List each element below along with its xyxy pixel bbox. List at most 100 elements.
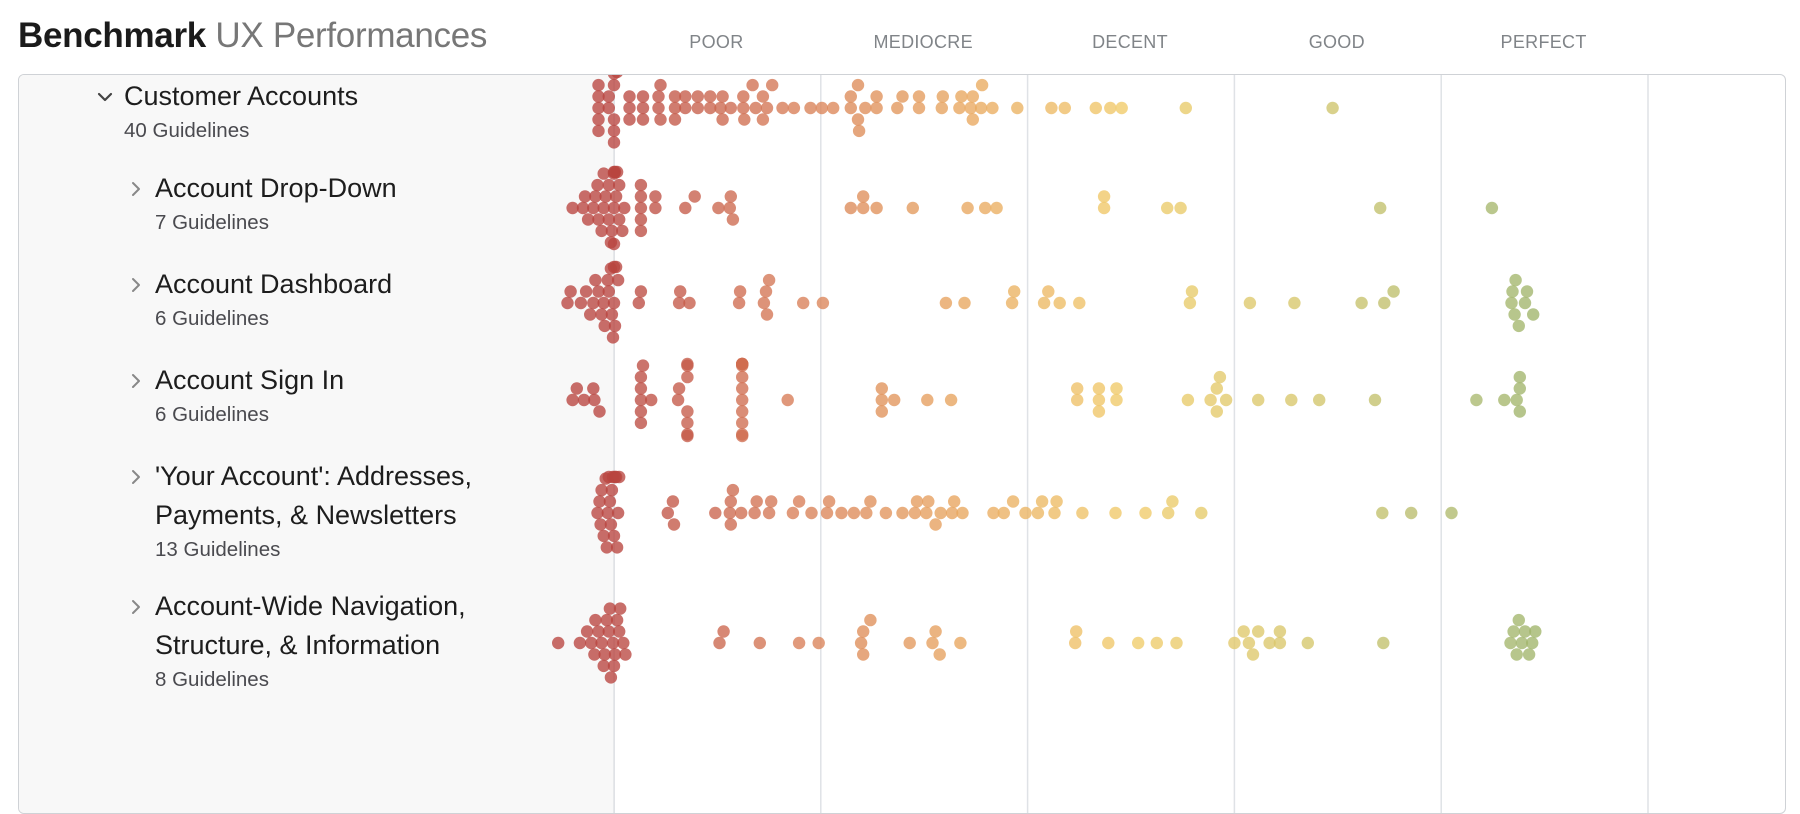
guideline-dot[interactable]	[879, 506, 893, 520]
guideline-dot[interactable]	[723, 506, 736, 520]
guideline-dot[interactable]	[681, 405, 694, 418]
guideline-dot[interactable]	[955, 90, 968, 103]
guideline-dot[interactable]	[1092, 393, 1106, 407]
guideline-dot[interactable]	[844, 201, 857, 215]
guideline-dot[interactable]	[974, 101, 988, 115]
guideline-dot[interactable]	[574, 296, 588, 310]
guideline-dot[interactable]	[589, 190, 602, 203]
guideline-dot[interactable]	[597, 659, 610, 673]
tree-row-title[interactable]: Account-Wide Navigation, Structure, & In…	[155, 591, 466, 660]
guideline-dot[interactable]	[666, 495, 680, 508]
guideline-dot[interactable]	[1485, 201, 1499, 215]
guideline-dot[interactable]	[607, 201, 621, 215]
guideline-dot[interactable]	[1526, 636, 1539, 650]
guideline-dot[interactable]	[954, 636, 967, 650]
guideline-dot[interactable]	[611, 273, 625, 287]
guideline-dot[interactable]	[679, 101, 692, 115]
guideline-dot[interactable]	[870, 101, 883, 115]
guideline-dot[interactable]	[1162, 506, 1175, 520]
guideline-dot[interactable]	[857, 625, 870, 638]
guideline-dot[interactable]	[587, 201, 600, 215]
guideline-dot[interactable]	[864, 613, 877, 627]
guideline-dot[interactable]	[602, 90, 615, 103]
guideline-dot[interactable]	[1512, 319, 1526, 333]
guideline-dot[interactable]	[581, 213, 595, 226]
guideline-dot[interactable]	[607, 136, 621, 149]
guideline-dot[interactable]	[792, 636, 806, 650]
guideline-dot[interactable]	[608, 319, 622, 333]
guideline-dot[interactable]	[623, 113, 636, 126]
guideline-dot[interactable]	[1053, 296, 1066, 310]
guideline-dot[interactable]	[566, 201, 579, 215]
guideline-dot[interactable]	[948, 495, 961, 508]
guideline-dot[interactable]	[570, 382, 583, 395]
chevron-right-icon[interactable]	[127, 180, 145, 198]
guideline-dot[interactable]	[990, 201, 1003, 215]
guideline-dot[interactable]	[792, 495, 806, 508]
guideline-dot[interactable]	[668, 113, 682, 126]
guideline-dot[interactable]	[714, 101, 727, 115]
guideline-dot[interactable]	[736, 393, 749, 407]
guideline-dot[interactable]	[1378, 296, 1391, 310]
guideline-dot[interactable]	[875, 405, 888, 418]
guideline-dot[interactable]	[611, 506, 625, 520]
guideline-dot[interactable]	[607, 124, 621, 138]
guideline-dot[interactable]	[598, 648, 611, 661]
guideline-dot[interactable]	[726, 213, 740, 226]
guideline-dot[interactable]	[654, 78, 667, 92]
guideline-dot[interactable]	[634, 190, 648, 203]
guideline-dot[interactable]	[1185, 285, 1199, 298]
guideline-dot[interactable]	[1374, 201, 1387, 215]
guideline-dot[interactable]	[1031, 506, 1045, 520]
guideline-dot[interactable]	[1504, 636, 1517, 650]
guideline-dot[interactable]	[805, 506, 818, 520]
guideline-dot[interactable]	[1387, 285, 1400, 298]
guideline-dot[interactable]	[598, 319, 611, 333]
guideline-dot[interactable]	[1285, 393, 1298, 407]
guideline-dot[interactable]	[958, 296, 971, 310]
guideline-dot[interactable]	[1071, 382, 1084, 395]
guideline-dot[interactable]	[939, 296, 953, 310]
guideline-dot[interactable]	[851, 78, 865, 92]
guideline-dot[interactable]	[601, 506, 614, 520]
guideline-dot[interactable]	[822, 495, 836, 508]
guideline-dot[interactable]	[1376, 506, 1389, 520]
guideline-dot[interactable]	[724, 518, 737, 531]
guideline-dot[interactable]	[1037, 296, 1051, 310]
guideline-dot[interactable]	[573, 636, 587, 650]
guideline-dot[interactable]	[591, 506, 604, 520]
guideline-dot[interactable]	[1139, 506, 1152, 520]
guideline-dot[interactable]	[649, 190, 662, 203]
guideline-dot[interactable]	[616, 224, 629, 238]
guideline-dot[interactable]	[1273, 625, 1287, 638]
guideline-dot[interactable]	[1104, 101, 1117, 115]
guideline-dot[interactable]	[812, 636, 825, 650]
guideline-dot[interactable]	[614, 602, 627, 615]
guideline-dot[interactable]	[896, 506, 909, 520]
guideline-dot[interactable]	[595, 636, 608, 650]
guideline-dot[interactable]	[704, 90, 717, 103]
guideline-dot[interactable]	[608, 648, 622, 661]
guideline-dot[interactable]	[606, 636, 620, 650]
guideline-dot[interactable]	[888, 393, 901, 407]
guideline-dot[interactable]	[613, 470, 626, 484]
guideline-dot[interactable]	[668, 101, 682, 115]
guideline-dot[interactable]	[1246, 648, 1260, 661]
guideline-dot[interactable]	[605, 308, 619, 321]
guideline-dot[interactable]	[566, 393, 579, 407]
guideline-dot[interactable]	[1355, 296, 1368, 310]
guideline-dot[interactable]	[870, 90, 883, 103]
guideline-dot[interactable]	[750, 495, 763, 508]
guideline-dot[interactable]	[607, 113, 621, 126]
guideline-dot[interactable]	[1132, 636, 1145, 650]
guideline-dot[interactable]	[1510, 648, 1523, 661]
guideline-dot[interactable]	[736, 370, 749, 384]
guideline-dot[interactable]	[632, 296, 645, 310]
guideline-dot[interactable]	[607, 78, 621, 92]
guideline-dot[interactable]	[1512, 613, 1526, 627]
guideline-dot[interactable]	[966, 90, 979, 103]
guideline-dot[interactable]	[765, 495, 778, 508]
guideline-dot[interactable]	[920, 506, 933, 520]
guideline-dot[interactable]	[597, 296, 610, 310]
guideline-dot[interactable]	[756, 90, 770, 103]
